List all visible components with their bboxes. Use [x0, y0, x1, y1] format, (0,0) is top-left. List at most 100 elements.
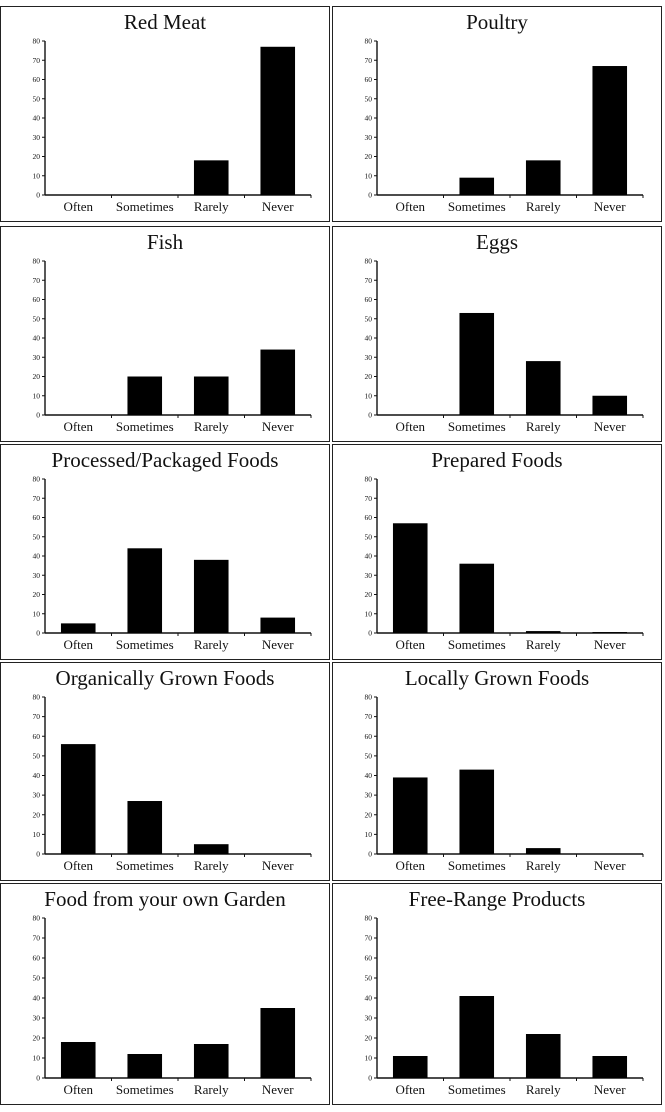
y-tick-label: 60: [33, 732, 41, 741]
y-tick-label: 30: [33, 353, 41, 362]
y-tick-label: 50: [33, 751, 41, 760]
y-tick-label: 80: [365, 37, 373, 46]
bar-often: [60, 1042, 96, 1078]
y-tick-label: 30: [365, 571, 373, 580]
x-category-label: Sometimes: [448, 1082, 506, 1097]
y-tick-label: 80: [33, 37, 41, 46]
chart-title: Red Meat: [123, 10, 207, 34]
chart-title: Prepared Foods: [431, 448, 563, 472]
x-category-label: Never: [594, 858, 626, 873]
y-tick-label: 20: [365, 810, 373, 819]
y-tick-label: 80: [33, 475, 41, 484]
chart-panel-prepared-foods: Prepared Foods 0 10 20 30 40 50 60 70 80 Often Some…: [332, 444, 662, 660]
bar-often: [60, 744, 96, 854]
x-category-label: Often: [395, 419, 425, 434]
y-tick-label: 20: [365, 152, 373, 161]
chart-title: Free-Range Products: [408, 887, 586, 911]
x-category-label: Rarely: [194, 637, 229, 652]
x-category-label: Sometimes: [448, 858, 506, 873]
x-category-label: Often: [63, 1082, 93, 1097]
y-tick-label: 50: [33, 532, 41, 541]
y-tick-label: 70: [365, 494, 373, 503]
y-tick-label: 70: [33, 56, 41, 65]
bar-chart-food-from-your-own-garden: 0 10 20 30 40 50 60 70 80 Often Sometimes Rarely Nev…: [33, 914, 312, 1097]
x-category-label: Often: [395, 199, 425, 214]
x-category-label: Never: [262, 858, 294, 873]
y-tick-label: 10: [33, 171, 41, 180]
x-category-label: Rarely: [526, 1082, 561, 1097]
x-category-label: Sometimes: [116, 637, 174, 652]
y-tick-label: 40: [365, 771, 373, 780]
y-tick-label: 70: [33, 276, 41, 285]
y-tick-label: 80: [365, 914, 373, 923]
bar-sometimes: [127, 376, 163, 415]
y-tick-label: 0: [36, 411, 40, 420]
y-tick-label: 80: [33, 693, 41, 702]
bar-never: [260, 349, 296, 415]
y-tick-label: 0: [36, 850, 40, 859]
y-tick-label: 60: [365, 513, 373, 522]
bar-chart-eggs: 0 10 20 30 40 50 60 70 80 Often Sometimes Rarely Nev…: [365, 257, 644, 434]
x-category-label: Often: [63, 637, 93, 652]
y-tick-label: 0: [36, 629, 40, 638]
y-tick-label: 50: [365, 751, 373, 760]
bar-chart-locally-grown-foods: 0 10 20 30 40 50 60 70 80 Often Sometimes Rarely Nev…: [365, 693, 644, 873]
y-tick-label: 40: [365, 994, 373, 1003]
x-category-label: Often: [395, 858, 425, 873]
bar-sometimes: [459, 312, 495, 415]
chart-panel-processed-packaged-foods: Processed/Packaged Foods 0 10 20 30 40 50 60 70 8…: [0, 444, 330, 660]
x-category-label: Sometimes: [116, 199, 174, 214]
y-tick-label: 60: [33, 295, 41, 304]
bar-chart-organically-grown-foods: 0 10 20 30 40 50 60 70 80 Often Sometimes Rarely Nev…: [33, 693, 312, 873]
bar-rarely: [193, 376, 229, 415]
chart-title: Eggs: [476, 230, 518, 254]
bar-rarely: [525, 848, 561, 854]
y-tick-label: 10: [365, 171, 373, 180]
y-tick-label: 0: [368, 850, 372, 859]
bar-often: [60, 623, 96, 633]
x-category-label: Sometimes: [448, 637, 506, 652]
x-category-label: Rarely: [194, 1082, 229, 1097]
y-tick-label: 20: [33, 372, 41, 381]
y-tick-label: 80: [33, 257, 41, 266]
bar-never: [260, 1008, 296, 1078]
y-tick-label: 30: [33, 791, 41, 800]
bar-sometimes: [127, 1054, 163, 1078]
y-tick-label: 30: [365, 1014, 373, 1023]
bar-never: [592, 1056, 628, 1078]
y-tick-label: 40: [33, 994, 41, 1003]
y-tick-label: 40: [365, 334, 373, 343]
bar-never: [260, 46, 296, 196]
y-tick-label: 20: [33, 1034, 41, 1043]
y-tick-label: 60: [33, 75, 41, 84]
bar-often: [392, 1056, 428, 1078]
chart-title: Fish: [146, 230, 184, 254]
y-tick-label: 0: [36, 191, 40, 200]
bar-never: [260, 617, 296, 633]
x-category-label: Never: [594, 1082, 626, 1097]
y-tick-label: 0: [36, 1074, 40, 1083]
y-tick-label: 70: [365, 56, 373, 65]
x-category-label: Never: [594, 637, 626, 652]
y-tick-label: 40: [33, 771, 41, 780]
x-category-label: Often: [395, 1082, 425, 1097]
x-category-label: Sometimes: [116, 1082, 174, 1097]
x-category-label: Never: [262, 1082, 294, 1097]
y-tick-label: 10: [33, 609, 41, 618]
x-category-label: Rarely: [194, 199, 229, 214]
y-tick-label: 80: [365, 257, 373, 266]
y-tick-label: 30: [365, 133, 373, 142]
bar-chart-prepared-foods: 0 10 20 30 40 50 60 70 80 Often Sometimes Rarely Nev…: [365, 475, 644, 652]
y-tick-label: 80: [365, 475, 373, 484]
y-tick-label: 0: [368, 191, 372, 200]
chart-panel-food-from-your-own-garden: Food from your own Garden 0 10 20 30 40 50 60 70…: [0, 883, 330, 1105]
y-tick-label: 0: [368, 411, 372, 420]
y-tick-label: 70: [365, 276, 373, 285]
bar-chart-processed-packaged-foods: 0 10 20 30 40 50 60 70 80 Often Sometimes Rarely Nev…: [33, 475, 312, 652]
chart-panel-organically-grown-foods: Organically Grown Foods 0 10 20 30 40 50 60 70 80…: [0, 662, 330, 881]
y-tick-label: 40: [365, 552, 373, 561]
bar-never: [592, 632, 628, 633]
y-tick-label: 50: [33, 974, 41, 983]
x-category-label: Never: [262, 199, 294, 214]
